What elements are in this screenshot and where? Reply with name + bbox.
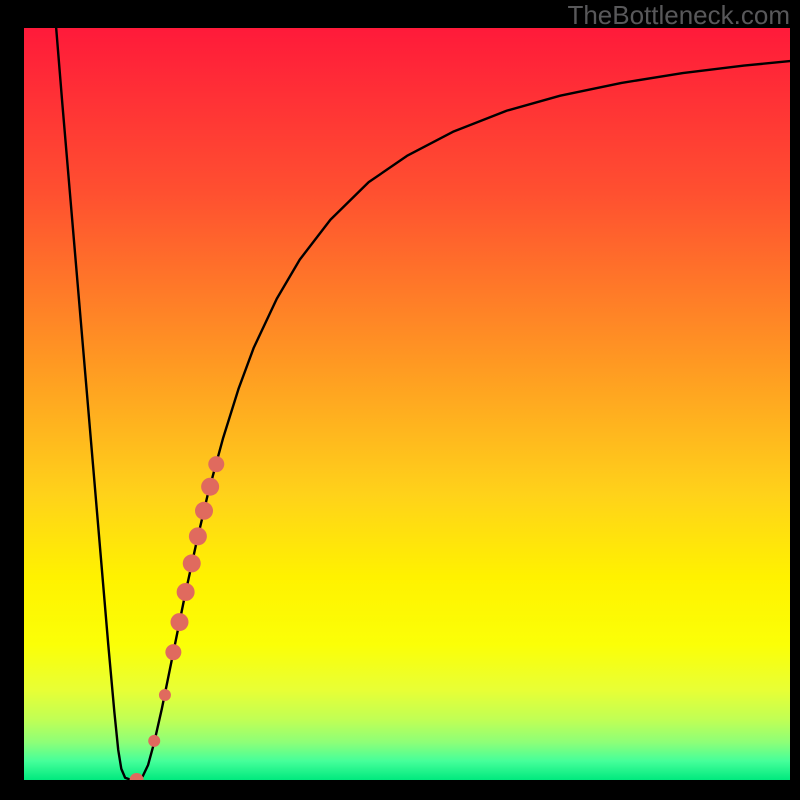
- marker-point: [208, 456, 224, 472]
- marker-point: [201, 478, 219, 496]
- marker-point: [159, 689, 171, 701]
- chart-svg: [24, 28, 790, 780]
- watermark-text: TheBottleneck.com: [567, 0, 790, 31]
- marker-point: [148, 735, 160, 747]
- marker-point: [189, 527, 207, 545]
- marker-point: [177, 583, 195, 601]
- marker-point: [171, 613, 189, 631]
- gradient-background: [24, 28, 790, 780]
- marker-point: [195, 502, 213, 520]
- marker-point: [165, 644, 181, 660]
- plot-area: [24, 28, 790, 780]
- marker-point: [183, 554, 201, 572]
